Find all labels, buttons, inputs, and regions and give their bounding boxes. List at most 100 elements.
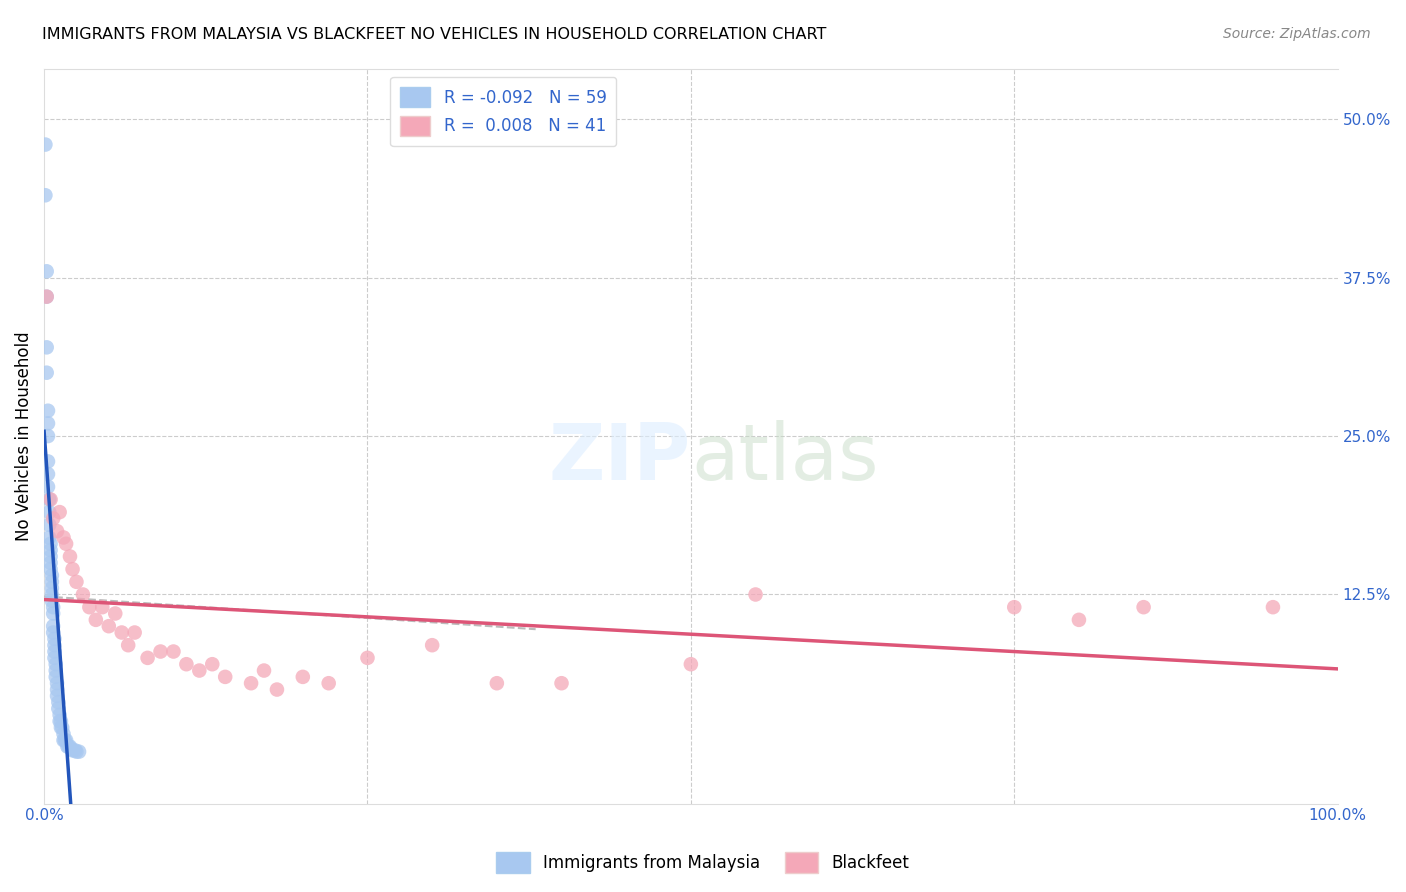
Point (1067, 613, 1090, 627)
Point (46, 524, 69, 538)
Point (65, 574, 87, 589)
Point (37, 480, 59, 494)
Point (162, 644, 184, 658)
Point (266, 682, 288, 697)
Point (60, 742, 83, 756)
Text: Source: ZipAtlas.com: Source: ZipAtlas.com (1223, 27, 1371, 41)
Point (48, 714, 70, 729)
Point (37, 454, 59, 468)
Point (34, 188, 56, 202)
Point (52, 531, 75, 545)
Point (291, 670, 314, 684)
Point (550, 676, 572, 690)
Point (188, 664, 211, 678)
Text: ZIP: ZIP (548, 420, 690, 496)
Point (72, 587, 94, 601)
Point (41, 594, 63, 608)
Point (34, 137, 56, 152)
Point (37, 417, 59, 431)
Point (44, 644, 66, 658)
Point (318, 676, 340, 690)
Point (35, 264, 58, 278)
Y-axis label: No Vehicles in Household: No Vehicles in Household (15, 331, 32, 541)
Point (420, 638, 443, 652)
Point (37, 403, 59, 417)
Point (41, 587, 63, 601)
Point (149, 644, 172, 658)
Text: IMMIGRANTS FROM MALAYSIA VS BLACKFEET NO VEHICLES IN HOUSEHOLD CORRELATION CHART: IMMIGRANTS FROM MALAYSIA VS BLACKFEET NO… (42, 27, 827, 42)
Point (35, 366, 58, 380)
Point (42, 625, 65, 640)
Point (744, 587, 766, 601)
Point (117, 638, 139, 652)
Point (49, 721, 72, 735)
Point (41, 574, 63, 589)
Point (97, 619, 120, 633)
Point (35, 340, 58, 354)
Point (79, 600, 101, 615)
Point (58, 739, 80, 754)
Point (176, 657, 198, 672)
Point (42, 600, 65, 615)
Point (214, 670, 236, 684)
Point (1002, 600, 1025, 615)
Point (44, 651, 66, 665)
Point (59, 739, 82, 754)
Point (39, 537, 62, 551)
Point (49, 714, 72, 729)
Point (44, 638, 66, 652)
Point (51, 721, 73, 735)
Text: atlas: atlas (690, 420, 879, 496)
Point (35, 290, 58, 304)
Point (35, 290, 58, 304)
Point (42, 619, 65, 633)
Point (67, 745, 90, 759)
Point (59, 549, 82, 564)
Legend: Immigrants from Malaysia, Blackfeet: Immigrants from Malaysia, Blackfeet (489, 846, 917, 880)
Point (45, 670, 67, 684)
Point (48, 707, 70, 722)
Point (679, 657, 702, 672)
Point (91, 600, 114, 615)
Point (46, 676, 69, 690)
Point (39, 543, 62, 558)
Point (253, 664, 276, 678)
Point (38, 505, 60, 519)
Point (48, 505, 70, 519)
Point (38, 517, 60, 532)
Point (37, 467, 59, 481)
Point (41, 568, 63, 582)
Point (1132, 600, 1154, 615)
Point (65, 745, 87, 759)
Point (52, 727, 75, 741)
Point (104, 607, 127, 621)
Point (45, 657, 67, 672)
Point (39, 492, 62, 507)
Point (46, 695, 69, 709)
Point (46, 682, 69, 697)
Point (37, 429, 59, 443)
Point (55, 733, 77, 747)
Point (201, 657, 224, 672)
Point (63, 743, 86, 757)
Point (1261, 600, 1284, 615)
Point (46, 689, 69, 703)
Point (55, 537, 77, 551)
Point (111, 625, 134, 640)
Point (356, 651, 378, 665)
Point (62, 562, 84, 576)
Point (42, 607, 65, 621)
Point (39, 562, 62, 576)
Point (136, 651, 159, 665)
Point (62, 743, 84, 757)
Point (124, 625, 146, 640)
Point (45, 664, 67, 678)
Point (44, 632, 66, 646)
Point (53, 733, 76, 747)
Point (485, 676, 508, 690)
Legend: R = -0.092   N = 59, R =  0.008   N = 41: R = -0.092 N = 59, R = 0.008 N = 41 (391, 77, 616, 146)
Point (46, 701, 69, 715)
Point (38, 531, 60, 545)
Point (240, 676, 263, 690)
Point (39, 556, 62, 570)
